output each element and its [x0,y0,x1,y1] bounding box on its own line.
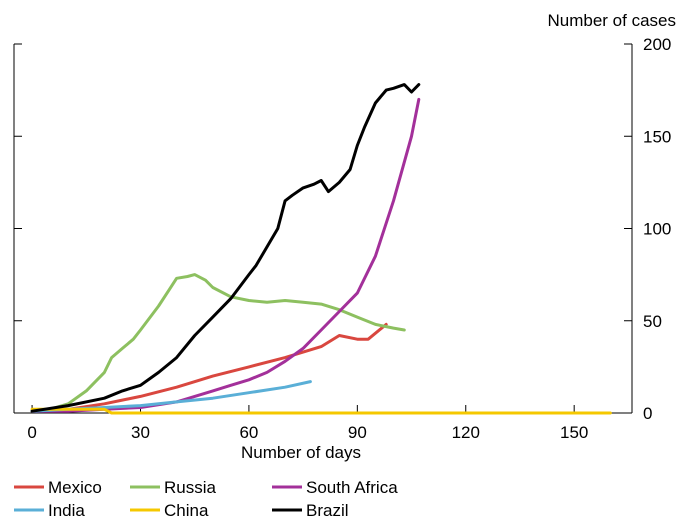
x-tick-label: 150 [560,423,588,442]
y-axis-title: Number of cases [548,11,677,30]
legend-label-india: India [48,501,85,520]
y-tick-label: 50 [643,312,662,331]
x-tick-label: 60 [239,423,258,442]
series-line-russia [30,273,406,413]
y-ticks: 0 50 100 150 200 [14,35,671,423]
x-tick-label: 0 [27,423,36,442]
plot-area [30,83,612,415]
legend-label-south-africa: South Africa [306,478,398,497]
y-tick-label: 200 [643,35,671,54]
legend-label-china: China [164,501,209,520]
y-tick-label: 0 [643,404,652,423]
series-line-mexico [30,322,388,413]
series-line-brazil [30,83,421,413]
x-tick-label: 30 [131,423,150,442]
series-line-south-africa [30,97,421,413]
series-line-china [30,407,612,415]
x-tick-label: 120 [452,423,480,442]
x-ticks: 0 30 60 90 120 150 [27,405,588,442]
y-tick-label: 150 [643,127,671,146]
legend-label-russia: Russia [164,478,217,497]
y-tick-label: 100 [643,220,671,239]
x-axis-title: Number of days [241,443,361,462]
legend-label-mexico: Mexico [48,478,102,497]
legend-label-brazil: Brazil [306,501,349,520]
series-line-india [30,380,312,413]
x-tick-label: 90 [348,423,367,442]
legend: Mexico Russia South Africa India China Brazil [14,478,398,520]
